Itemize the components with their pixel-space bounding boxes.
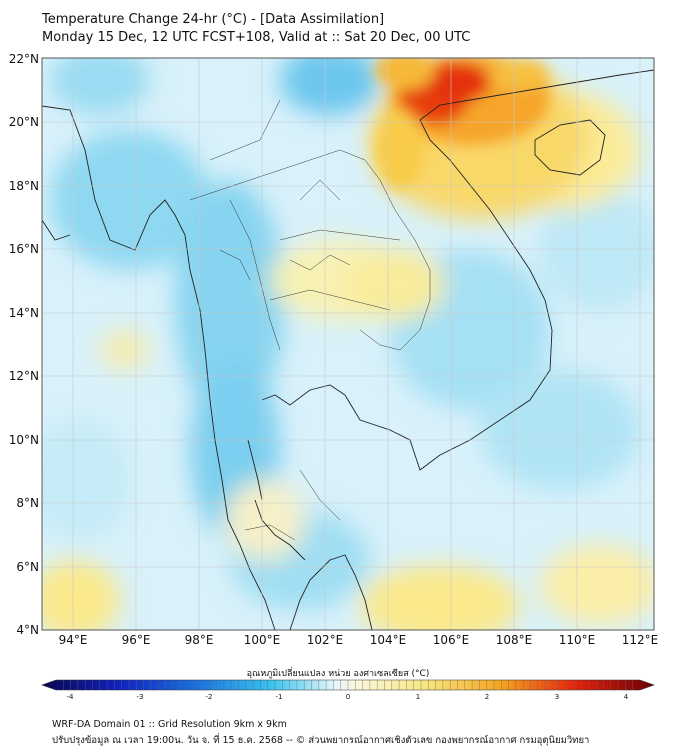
colorbar-tick: 1 bbox=[416, 693, 420, 701]
colorbar-tick: -3 bbox=[137, 693, 144, 701]
lat-label: 4°N bbox=[16, 623, 39, 637]
lon-label: 100°E bbox=[244, 633, 281, 647]
colorbar-tick: -1 bbox=[276, 693, 283, 701]
lat-label: 10°N bbox=[9, 433, 39, 447]
lat-label: 16°N bbox=[9, 242, 39, 256]
lon-label: 104°E bbox=[370, 633, 407, 647]
coastlines bbox=[42, 69, 654, 630]
lon-label: 112°E bbox=[622, 633, 659, 647]
lon-label: 102°E bbox=[307, 633, 344, 647]
colorbar-tick: 0 bbox=[346, 693, 350, 701]
lat-label: 18°N bbox=[9, 179, 39, 193]
lat-label: 22°N bbox=[9, 52, 39, 66]
footer-update-info: ปรับปรุงข้อมูล ณ เวลา 19:00น. วัน จ. ที่… bbox=[52, 735, 590, 746]
colorbar-tick: -4 bbox=[67, 693, 75, 701]
colorbar: -4 -3 -2 -1 0 1 2 3 4 bbox=[41, 679, 655, 701]
lon-label: 110°E bbox=[559, 633, 596, 647]
longitude-labels: 94°E 96°E 98°E 100°E 102°E 104°E 106°E 1… bbox=[59, 633, 659, 647]
lon-label: 94°E bbox=[59, 633, 88, 647]
colorbar-tick: 2 bbox=[485, 693, 489, 701]
map-frame bbox=[41, 57, 655, 631]
lat-label: 20°N bbox=[9, 115, 39, 129]
lon-label: 96°E bbox=[122, 633, 151, 647]
latitude-labels: 22°N 20°N 18°N 16°N 14°N 12°N 10°N 8°N 6… bbox=[9, 52, 39, 637]
lat-label: 8°N bbox=[16, 496, 39, 510]
colorbar-tick: -2 bbox=[206, 693, 213, 701]
footer-model-info: WRF-DA Domain 01 :: Grid Resolution 9km … bbox=[52, 719, 287, 730]
colorbar-tick: 3 bbox=[555, 693, 559, 701]
map-subtitle: Monday 15 Dec, 12 UTC FCST+108, Valid at… bbox=[42, 30, 471, 45]
graticule bbox=[42, 58, 654, 630]
lon-label: 98°E bbox=[185, 633, 214, 647]
lat-label: 6°N bbox=[16, 560, 39, 574]
colorbar-tick: 4 bbox=[624, 693, 629, 701]
lat-label: 14°N bbox=[9, 306, 39, 320]
lat-label: 12°N bbox=[9, 369, 39, 383]
lon-label: 108°E bbox=[496, 633, 533, 647]
map-title: Temperature Change 24-hr (°C) - [Data As… bbox=[42, 12, 385, 27]
admin-borders bbox=[189, 99, 431, 541]
colorbar-label: อุณหภูมิเปลี่ยนแปลง หน่วย องศาเซลเซียส (… bbox=[246, 669, 430, 679]
lon-label: 106°E bbox=[433, 633, 470, 647]
